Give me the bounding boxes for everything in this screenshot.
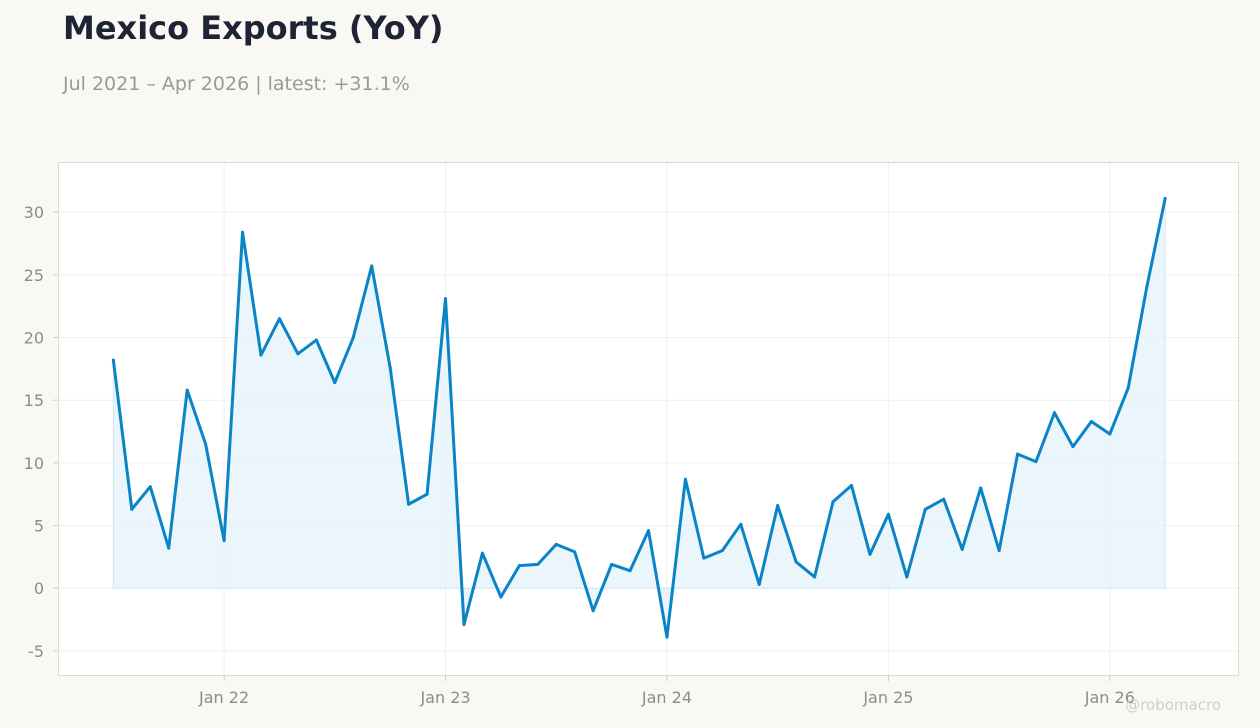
data-point	[167, 546, 171, 550]
data-point	[241, 230, 245, 234]
watermark: @robomacro	[1125, 696, 1221, 714]
data-point	[1163, 196, 1167, 200]
data-point	[554, 542, 558, 546]
y-tick-label: 15	[24, 391, 44, 410]
data-point	[849, 483, 853, 487]
data-point	[610, 562, 614, 566]
data-point	[222, 539, 226, 543]
data-point	[351, 336, 355, 340]
y-tick-label: 20	[24, 329, 44, 348]
data-point	[1108, 432, 1112, 436]
data-point	[739, 522, 743, 526]
data-point	[868, 552, 872, 556]
x-tick-label: Jan 25	[862, 688, 913, 707]
data-point	[776, 504, 780, 508]
data-point	[370, 264, 374, 268]
data-point	[923, 507, 927, 511]
data-point	[462, 623, 466, 627]
y-tick-label: 0	[34, 579, 44, 598]
data-point	[794, 560, 798, 564]
y-tick-label: 30	[24, 203, 44, 222]
y-axis: -5 0 5 10 15 20 25 30	[24, 203, 58, 661]
data-point	[942, 497, 946, 501]
data-point	[1089, 420, 1093, 424]
data-point	[296, 352, 300, 356]
data-point	[259, 353, 263, 357]
y-tick-label: -5	[28, 642, 44, 661]
x-tick-label: Jan 22	[198, 688, 249, 707]
chart-subtitle: Jul 2021 – Apr 2026 | latest: +31.1%	[63, 73, 410, 95]
data-point	[314, 338, 318, 342]
data-point	[905, 575, 909, 579]
data-point	[573, 550, 577, 554]
data-point	[425, 492, 429, 496]
x-tick-label: Jan 24	[641, 688, 692, 707]
y-tick-label: 25	[24, 266, 44, 285]
data-point	[591, 609, 595, 613]
plot-border	[58, 162, 1239, 676]
data-point	[388, 366, 392, 370]
data-point	[1016, 452, 1020, 456]
x-tick-label: Jan 23	[419, 688, 470, 707]
chart-title: Mexico Exports (YoY)	[63, 9, 444, 47]
data-point	[480, 551, 484, 555]
series-line	[111, 196, 1167, 639]
data-points	[111, 196, 1167, 639]
data-point	[277, 317, 281, 321]
data-point	[720, 549, 724, 553]
data-point	[628, 569, 632, 573]
data-point	[148, 485, 152, 489]
data-point	[185, 388, 189, 392]
data-point	[111, 358, 115, 362]
data-point	[702, 556, 706, 560]
data-point	[517, 564, 521, 568]
data-point	[1126, 386, 1130, 390]
data-point	[333, 381, 337, 385]
data-point	[647, 529, 650, 533]
x-axis: Jan 22 Jan 23 Jan 24 Jan 25 Jan 26	[198, 676, 1135, 707]
data-point	[1071, 445, 1075, 449]
data-point	[979, 486, 983, 490]
data-point	[536, 562, 540, 566]
data-point	[886, 512, 890, 516]
data-point	[1034, 460, 1038, 464]
data-point	[444, 297, 448, 301]
data-point	[960, 547, 964, 551]
data-point	[831, 500, 835, 504]
data-point	[1052, 411, 1056, 415]
data-point	[665, 635, 669, 639]
data-point	[683, 477, 687, 481]
data-point	[130, 507, 134, 511]
data-point	[997, 549, 1001, 553]
x-tick-label: Jan 26	[1084, 688, 1135, 707]
y-tick-label: 10	[24, 454, 44, 473]
data-point	[813, 575, 817, 579]
data-point	[407, 502, 411, 506]
data-point	[204, 442, 208, 446]
data-point	[1145, 285, 1149, 289]
y-tick-label: 5	[34, 517, 44, 536]
data-point	[499, 595, 503, 599]
data-point	[757, 582, 761, 586]
